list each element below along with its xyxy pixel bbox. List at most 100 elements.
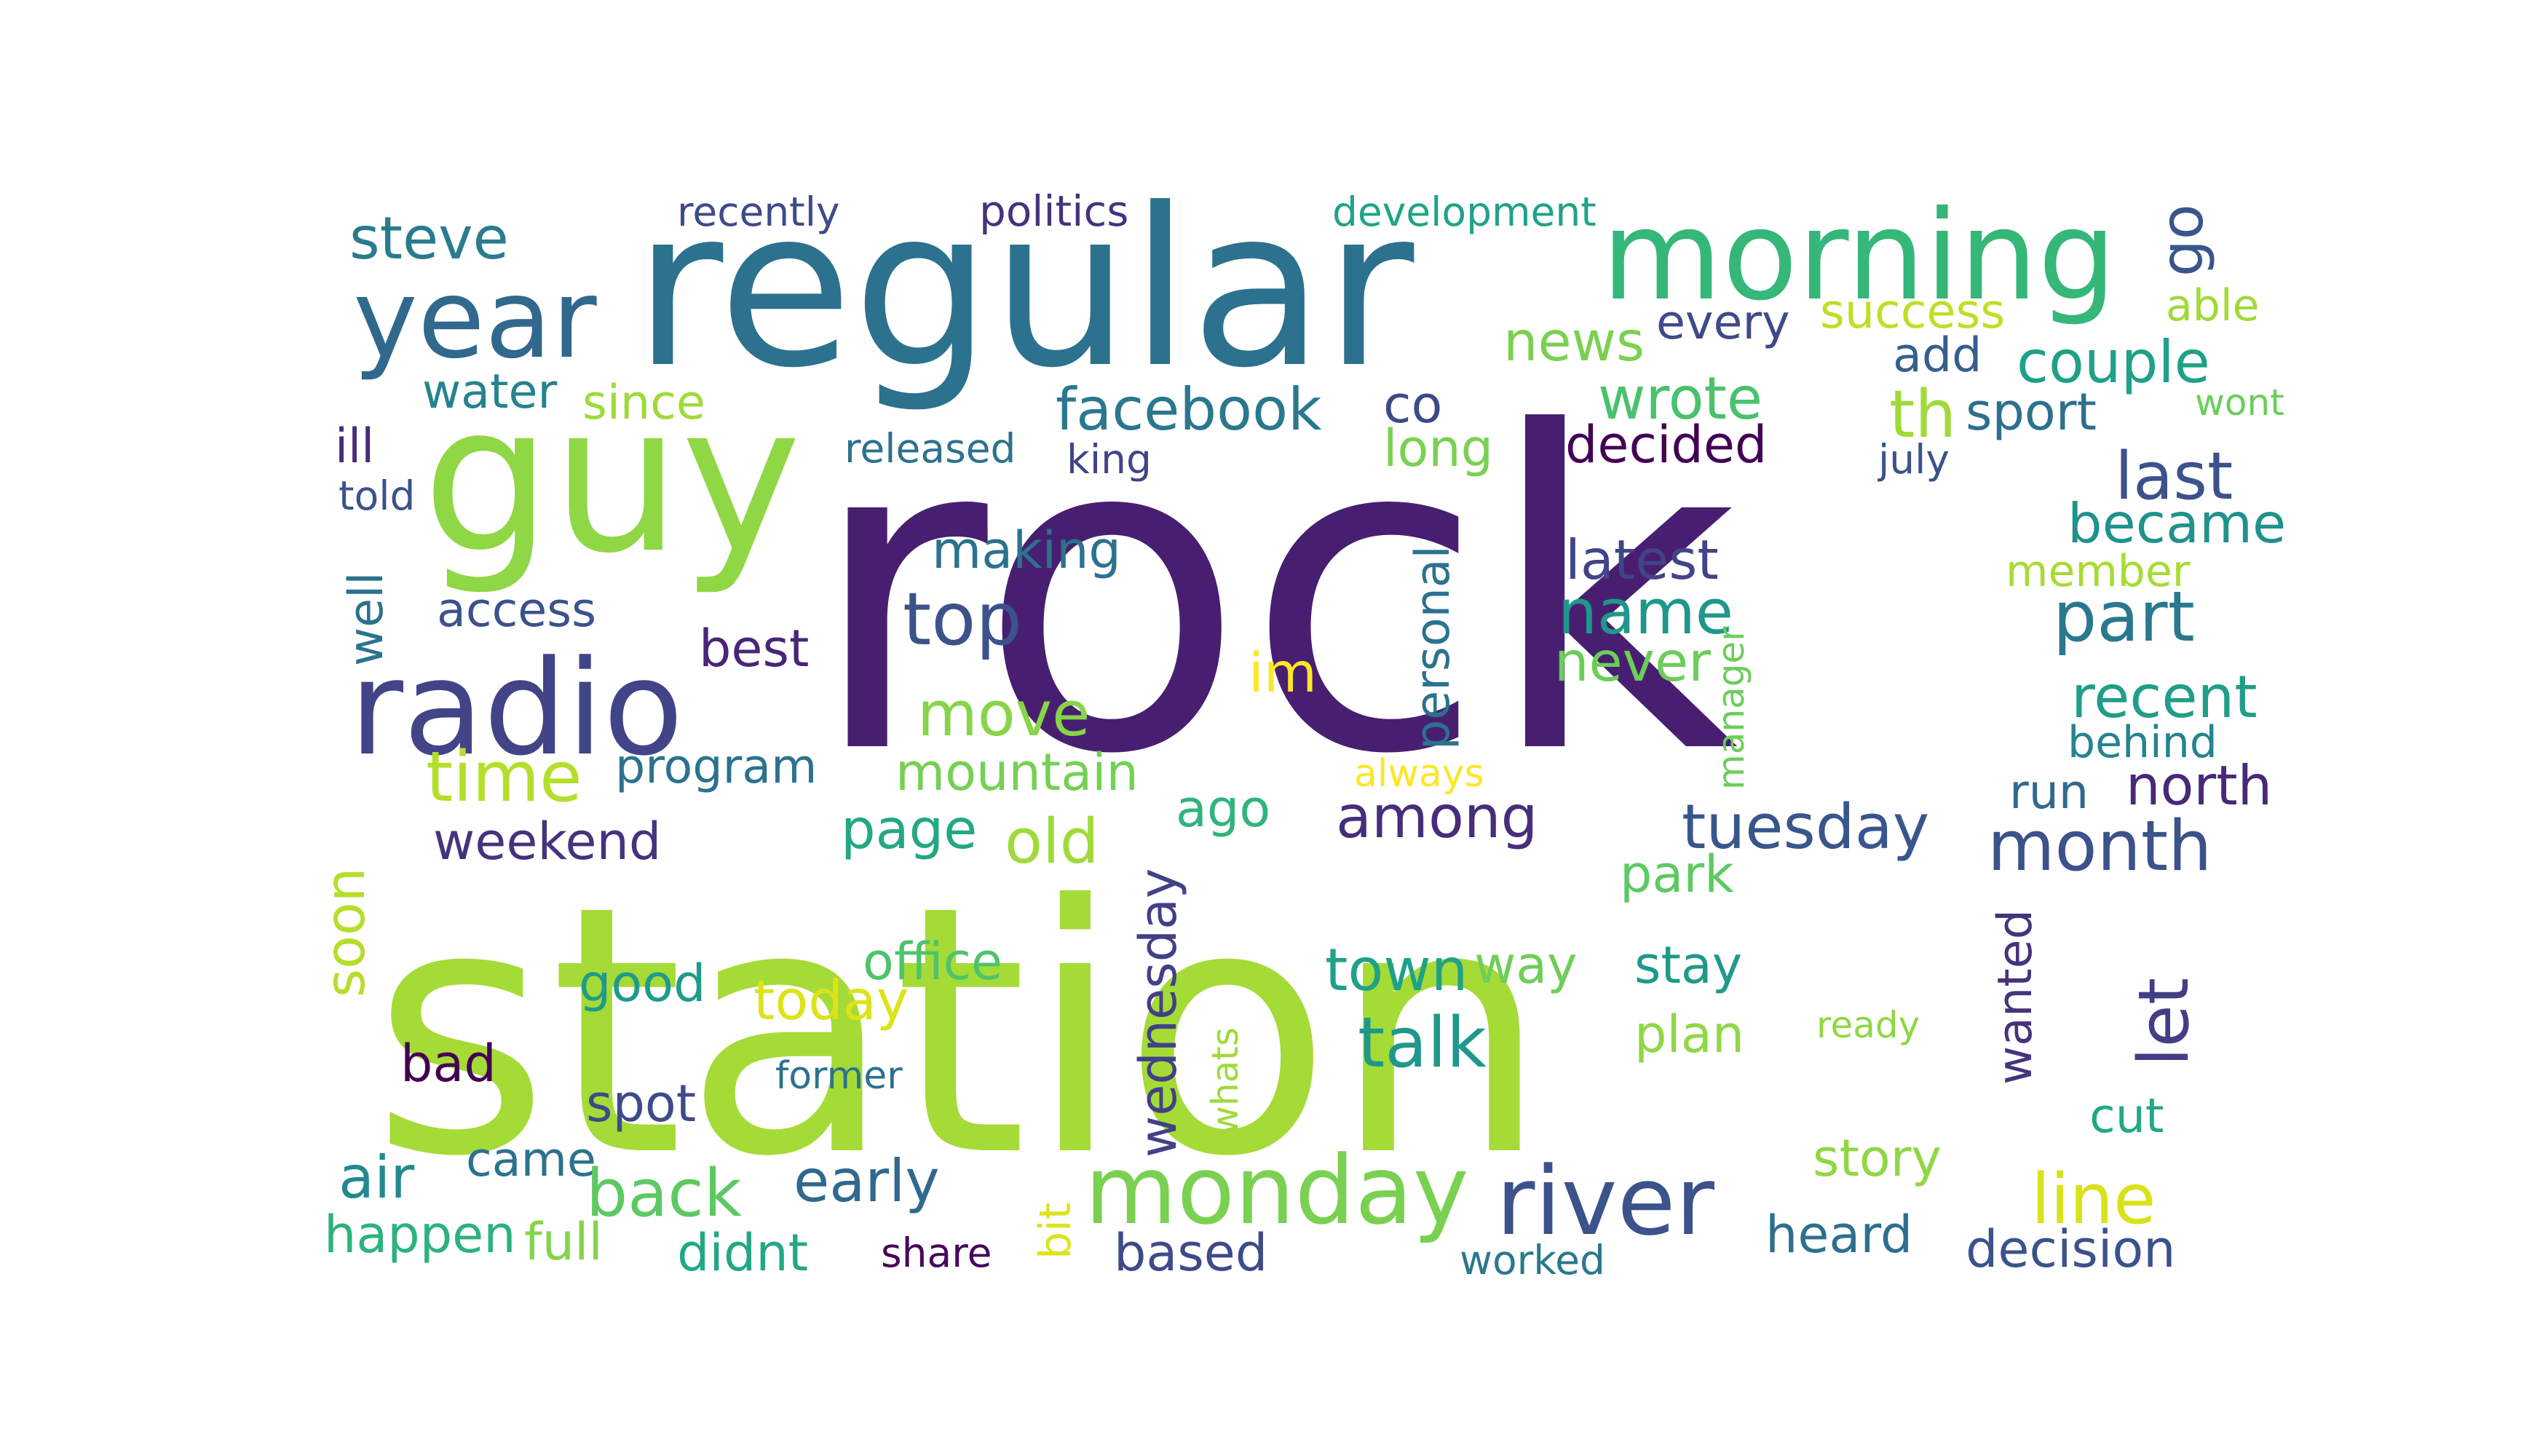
word-former: former [775,1054,903,1098]
word-share: share [881,1230,992,1276]
word-regular: regular [633,162,1417,416]
word-wanted: wanted [1988,909,2043,1085]
word-weekend: weekend [433,812,661,871]
word-go: go [2148,204,2216,277]
word-became: became [2068,491,2286,555]
word-air: air [339,1144,414,1211]
word-long: long [1383,419,1493,478]
word-never: never [1554,630,1711,694]
word-office: office [863,932,1002,992]
word-old: old [1005,806,1099,878]
word-early: early [794,1147,940,1215]
word-ready: ready [1816,1004,1920,1046]
word-top: top [903,577,1022,662]
word-bad: bad [400,1034,496,1093]
word-latest: latest [1565,528,1719,592]
word-page: page [841,797,977,861]
word-back: back [586,1155,742,1232]
word-good: good [579,954,706,1013]
word-whats: whats [1204,1027,1246,1136]
word-making: making [932,521,1121,580]
word-told: told [339,472,415,519]
word-part: part [2053,577,2195,657]
word-plan: plan [1634,1005,1744,1064]
word-based: based [1114,1223,1267,1283]
word-th: th [1889,376,1956,453]
word-recent: recent [2071,663,2258,731]
word-talk: talk [1358,1003,1487,1083]
word-behind: behind [2068,717,2217,768]
word-rock: rock [808,341,1738,850]
word-news: news [1503,309,1645,373]
word-town: town [1325,936,1468,1004]
word-came: came [466,1133,596,1187]
word-park: park [1620,844,1734,904]
word-access: access [437,583,596,638]
word-among: among [1336,783,1538,851]
word-best: best [699,619,809,678]
word-north: north [2126,753,2272,818]
word-decision: decision [1966,1219,2176,1279]
word-bit: bit [1030,1203,1081,1259]
word-didnt: didnt [677,1223,808,1283]
word-program: program [615,740,817,794]
word-well: well [339,572,394,666]
word-full: full [524,1212,603,1272]
word-steve: steve [349,205,509,272]
word-wrote: wrote [1598,365,1762,432]
word-politics: politics [979,186,1129,236]
word-move: move [917,678,1090,751]
word-development: development [1332,189,1597,235]
word-water: water [422,365,557,419]
word-wednesday: wednesday [1128,869,1188,1158]
word-july: july [1878,436,1950,483]
word-ill: ill [335,419,374,474]
word-since: since [582,376,705,430]
word-way: way [1474,935,1578,995]
word-wont: wont [2195,381,2284,424]
word-couple: couple [2017,328,2210,396]
word-soon: soon [313,868,377,997]
word-station: station [371,833,1548,1231]
word-stay: stay [1634,935,1742,995]
word-decided: decided [1565,415,1767,475]
word-name: name [1558,577,1733,649]
word-month: month [1987,807,2212,887]
word-king: king [1067,436,1152,483]
word-every: every [1656,296,1790,350]
word-line: line [2031,1160,2156,1240]
word-tuesday: tuesday [1682,791,1929,863]
word-able: able [2166,280,2259,331]
word-morning: morning [1602,184,2116,328]
word-last: last [2115,438,2233,515]
word-im: im [1249,641,1317,705]
word-spot: spot [586,1074,696,1133]
word-always: always [1354,752,1484,796]
word-guy: guy [422,361,802,598]
word-happen: happen [324,1205,516,1265]
word-radio: radio [349,633,684,785]
word-story: story [1813,1128,1942,1188]
word-released: released [844,425,1016,472]
word-run: run [2009,765,2089,820]
word-worked: worked [1460,1237,1605,1283]
word-ago: ago [1176,779,1270,839]
word-today: today [753,968,909,1032]
word-add: add [1893,328,1982,383]
word-member: member [2006,546,2191,597]
word-co: co [1383,375,1442,435]
word-heard: heard [1765,1205,1912,1265]
word-success: success [1820,285,2005,339]
word-personal: personal [1406,545,1460,750]
word-cut: cut [2089,1089,2164,1144]
word-manager: manager [1710,626,1752,790]
word-recently: recently [677,189,840,235]
word-year: year [353,256,597,383]
word-time: time [426,737,582,818]
word-mountain: mountain [895,743,1139,802]
word-river: river [1496,1146,1714,1257]
word-facebook: facebook [1056,376,1322,443]
word-sport: sport [1966,382,2097,442]
word-let: let [2124,978,2204,1067]
